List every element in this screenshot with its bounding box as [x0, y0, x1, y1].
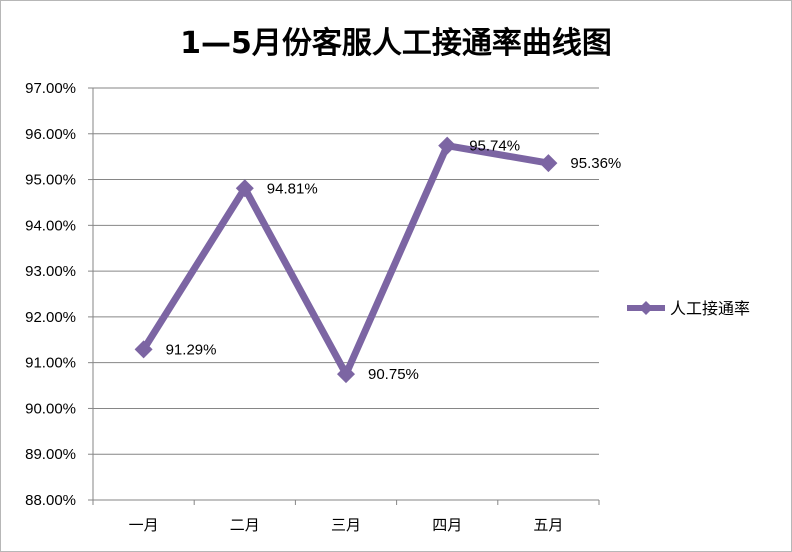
data-point-marker	[134, 340, 153, 359]
series-markers	[134, 136, 558, 384]
x-axis-tick-labels: 一月 二月 三月 四月 五月	[129, 516, 564, 534]
data-point-marker	[539, 154, 558, 173]
x-tick-label: 四月	[432, 516, 462, 534]
gridlines	[93, 87, 599, 455]
data-label: 95.36%	[570, 155, 621, 172]
data-point-marker	[337, 365, 355, 384]
data-label: 91.29%	[166, 341, 217, 358]
y-tick-label: 90.00%	[25, 400, 76, 417]
x-tick-label: 一月	[129, 516, 159, 534]
legend-marker-swatch	[639, 301, 653, 315]
chart-title: 1—5月份客服人工接通率曲线图	[180, 26, 612, 61]
legend-entry: 人工接通率	[670, 299, 750, 318]
y-tick-label: 92.00%	[25, 309, 76, 326]
data-point-marker	[235, 179, 254, 198]
y-axis-tick-labels: 97.00% 96.00% 95.00% 94.00% 93.00% 92.00% 91.0…	[25, 80, 76, 509]
y-tick-label: 91.00%	[25, 355, 76, 372]
data-label: 95.74%	[469, 138, 520, 155]
data-label: 90.75%	[368, 366, 419, 383]
y-tick-label: 88.00%	[25, 492, 76, 509]
legend: 人工接通率	[627, 299, 750, 318]
y-tick-label: 97.00%	[25, 80, 76, 97]
data-point-marker	[438, 136, 457, 155]
y-tick-label: 89.00%	[25, 446, 76, 463]
x-tick-label: 二月	[230, 516, 260, 534]
data-labels: 91.29% 94.81% 90.75% 95.74% 95.36%	[166, 138, 622, 383]
x-tick-label: 三月	[331, 516, 361, 534]
y-tick-label: 95.00%	[25, 172, 76, 189]
y-tick-label: 94.00%	[25, 217, 76, 234]
y-tick-label: 96.00%	[25, 126, 76, 143]
axes	[88, 87, 600, 505]
x-tick-label: 五月	[533, 516, 563, 534]
data-label: 94.81%	[267, 180, 318, 197]
y-tick-label: 93.00%	[25, 263, 76, 280]
